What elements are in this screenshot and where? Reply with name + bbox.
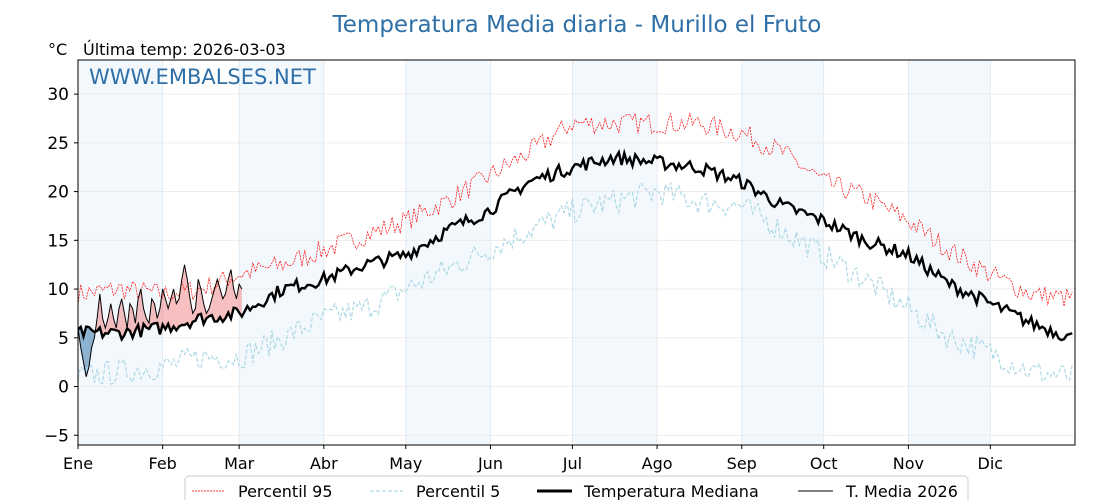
x-tick-label: Sep [727,454,757,473]
anomaly-fill [151,298,155,325]
anomaly-fill [143,308,147,328]
anomaly-fill [233,289,237,309]
anomaly-fill [162,289,166,330]
anomaly-fill [209,298,212,317]
t2026-line [77,264,243,377]
x-tick-label: Abr [310,454,338,473]
y-tick-label: 5 [58,329,69,349]
month-band [239,60,324,445]
y-tick-label: 20 [47,183,69,203]
anomaly-fill [108,303,111,334]
x-tick-label: Oct [810,454,838,473]
y-tick-label: 30 [47,85,69,105]
anomaly-fill [121,298,125,340]
legend-p95: Percentil 95 [238,482,333,500]
y-tick-label: 0 [58,378,69,398]
anomaly-fill [181,264,185,325]
p95-line [77,112,1073,307]
anomaly-fill [176,298,180,331]
y-tick-label: −5 [44,426,69,446]
legend-p5: Percentil 5 [416,482,500,500]
last-temp-label: Última temp: 2026-03-03 [83,40,286,59]
x-tick-label: Feb [149,454,177,473]
p5-line [77,181,1073,385]
anomaly-fill [239,284,242,317]
anomaly-fill [146,318,150,329]
x-tick-label: Jun [477,454,503,473]
x-tick-label: Ago [642,454,673,473]
plot-frame [77,59,1076,446]
anomaly-fill [214,279,218,322]
legend-2026: T. Media 2026 [845,482,958,500]
month-band [405,60,491,445]
anomaly-fill [179,279,182,327]
anomaly-fill [118,298,122,340]
anomaly-fill [129,303,133,338]
anomaly-fill [91,329,95,348]
median-line [77,148,1073,343]
anomaly-fill [86,326,89,377]
y-tick-label: 15 [47,231,69,251]
anomaly-fill [88,327,92,368]
y-tick-label: 10 [47,280,69,300]
anomaly-fill [236,284,240,313]
x-tick-label: Dic [978,454,1004,473]
month-band [741,60,824,445]
y-tick-label: 25 [47,134,69,154]
month-band [572,60,658,445]
anomaly-fill [187,279,190,328]
anomaly-fill [222,293,226,322]
x-tick-label: May [389,454,422,473]
anomaly-fill [184,264,188,325]
legend: Percentil 95 Percentil 5 Temperatura Med… [184,475,969,500]
anomaly-fill [170,289,174,332]
legend-median: Temperatura Mediana [583,482,759,500]
x-tick-label: Mar [224,454,255,473]
month-band [78,60,163,445]
anomaly-fill [173,289,177,331]
anomaly-fill [217,279,221,322]
anomaly-fill [110,303,114,330]
watermark: WWW.EMBALSES.NET [89,65,316,89]
x-tick-label: Nov [893,454,924,473]
anomaly-fill [225,279,229,319]
chart-title: Temperatura Media diaria - Murillo el Fr… [332,12,822,38]
x-tick-label: Ene [63,454,93,473]
unit-label: °C [48,40,67,59]
x-tick-label: Jul [562,454,582,473]
anomaly-fill [192,308,196,322]
anomaly-fill [189,298,193,328]
month-band [908,60,991,445]
